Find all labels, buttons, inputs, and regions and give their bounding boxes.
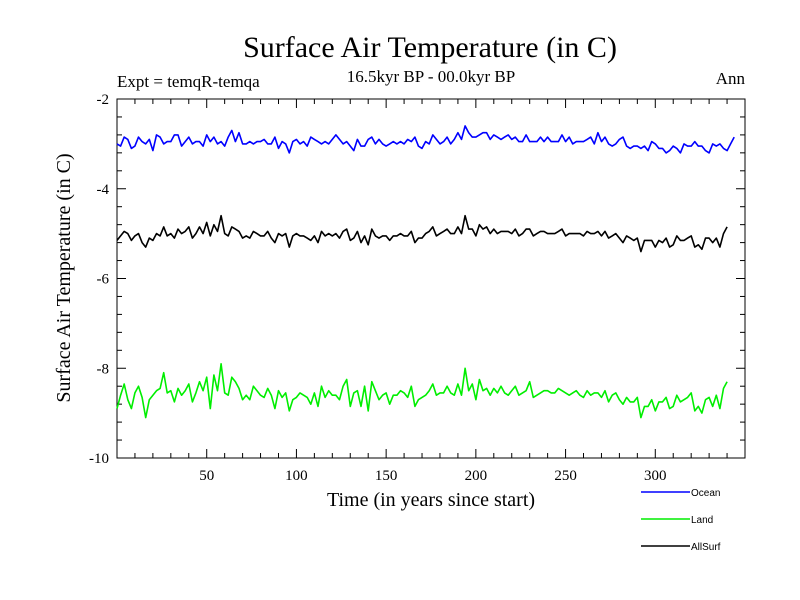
y-axis-ticks: -10 -8 -6 -4 -2 bbox=[89, 92, 745, 467]
y-tick-label: -6 bbox=[97, 272, 110, 288]
series-lines bbox=[116, 125, 735, 419]
legend-label-ocean: Ocean bbox=[691, 488, 720, 499]
x-tick-label: 50 bbox=[199, 468, 214, 484]
series-line-ocean bbox=[116, 125, 735, 154]
x-tick-label: 300 bbox=[644, 468, 667, 484]
season-label: Ann bbox=[716, 69, 746, 88]
chart-title: Surface Air Temperature (in C) bbox=[243, 31, 617, 64]
series-line-land bbox=[116, 362, 728, 419]
y-tick-label: -8 bbox=[97, 361, 110, 377]
legend: Ocean Land AllSurf bbox=[641, 488, 721, 553]
y-tick-label: -10 bbox=[89, 451, 109, 467]
series-line-allsurf bbox=[116, 214, 728, 253]
legend-label-allsurf: AllSurf bbox=[691, 542, 721, 553]
y-axis-label: Surface Air Temperature (in C) bbox=[53, 153, 75, 402]
y-tick-label: -2 bbox=[97, 92, 110, 108]
chart-subtitle: 16.5kyr BP - 00.0kyr BP bbox=[347, 67, 515, 86]
legend-label-land: Land bbox=[691, 515, 713, 526]
x-axis-label: Time (in years since start) bbox=[327, 489, 535, 511]
x-tick-label: 250 bbox=[554, 468, 577, 484]
x-tick-label: 100 bbox=[285, 468, 308, 484]
x-tick-label: 150 bbox=[375, 468, 398, 484]
x-axis-ticks: 50 100 150 200 250 300 bbox=[134, 99, 728, 484]
y-tick-label: -4 bbox=[97, 182, 110, 198]
experiment-label: Expt = temqR-temqa bbox=[117, 72, 260, 91]
x-tick-label: 200 bbox=[465, 468, 488, 484]
